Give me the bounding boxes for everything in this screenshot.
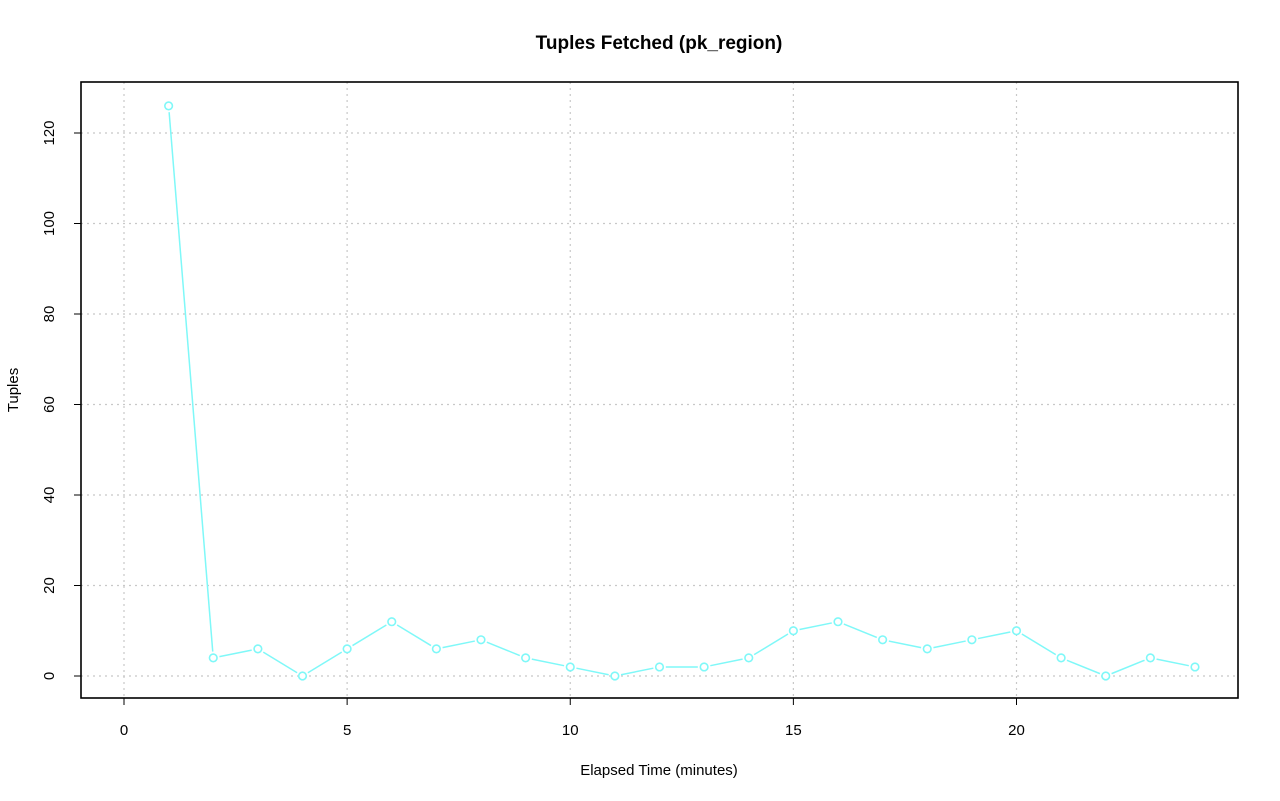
plot-frame	[80, 81, 1239, 699]
series-segment	[442, 640, 475, 649]
series-segment	[710, 658, 743, 667]
chart-title: Tuples Fetched (pk_region)	[536, 33, 783, 54]
data-point	[788, 626, 798, 636]
series-segment	[307, 651, 343, 674]
data-point	[878, 635, 888, 645]
x-tick-label: 10	[562, 722, 579, 739]
data-point	[297, 671, 308, 681]
data-point	[208, 653, 218, 663]
series-segment	[1156, 658, 1189, 667]
data-point	[476, 635, 486, 645]
y-tick-label: 100	[41, 211, 58, 236]
data-point	[1190, 662, 1200, 672]
data-point	[1101, 671, 1111, 681]
y-tick-label: 20	[41, 577, 58, 594]
series-layer	[164, 101, 1200, 681]
series-segment	[352, 624, 387, 647]
y-tick-label: 0	[41, 672, 58, 680]
axes: 0 5 10 15 20 0 20 40 60 80 100 120	[41, 120, 1025, 739]
x-tick-label: 15	[785, 722, 802, 739]
data-point	[744, 653, 754, 663]
x-tick-label: 0	[120, 722, 128, 739]
series-segment	[262, 651, 298, 674]
data-point	[342, 644, 352, 654]
series-segment	[168, 112, 214, 652]
series-segment	[1066, 659, 1101, 675]
data-point	[1011, 626, 1022, 636]
data-point	[922, 644, 932, 654]
x-tick-label: 5	[343, 722, 351, 739]
data-point	[610, 671, 620, 681]
x-axis-label: Elapsed Time (minutes)	[580, 762, 738, 779]
data-point	[253, 644, 263, 654]
y-tick-label: 120	[41, 120, 58, 145]
series-segment	[1021, 633, 1057, 656]
y-tick-label: 40	[41, 487, 58, 504]
series-segment	[799, 622, 832, 631]
data-point	[387, 617, 397, 627]
data-point	[521, 653, 531, 663]
data-point	[967, 635, 977, 645]
data-point	[1056, 653, 1066, 663]
series-segment	[753, 633, 789, 656]
x-tick-label: 20	[1008, 722, 1025, 739]
y-axis-label: Tuples	[5, 368, 22, 412]
data-point	[1145, 653, 1155, 663]
grid	[81, 82, 1238, 698]
data-point	[654, 662, 665, 672]
series-segment	[620, 667, 654, 676]
series-segment	[843, 623, 878, 639]
y-tick-label: 80	[41, 306, 58, 323]
y-tick-label: 60	[41, 396, 58, 413]
series-segment	[1111, 659, 1145, 675]
series-segment	[977, 631, 1011, 640]
series-segment	[531, 658, 565, 667]
series-segment	[576, 667, 609, 676]
series-segment	[933, 640, 966, 649]
data-point	[431, 644, 441, 654]
data-point	[164, 101, 174, 111]
data-point	[699, 662, 709, 672]
series-segment	[219, 649, 252, 658]
data-point	[565, 662, 575, 672]
series-segment	[396, 624, 432, 647]
series-segment	[486, 641, 521, 657]
series-segment	[888, 640, 922, 649]
data-point	[833, 617, 843, 627]
